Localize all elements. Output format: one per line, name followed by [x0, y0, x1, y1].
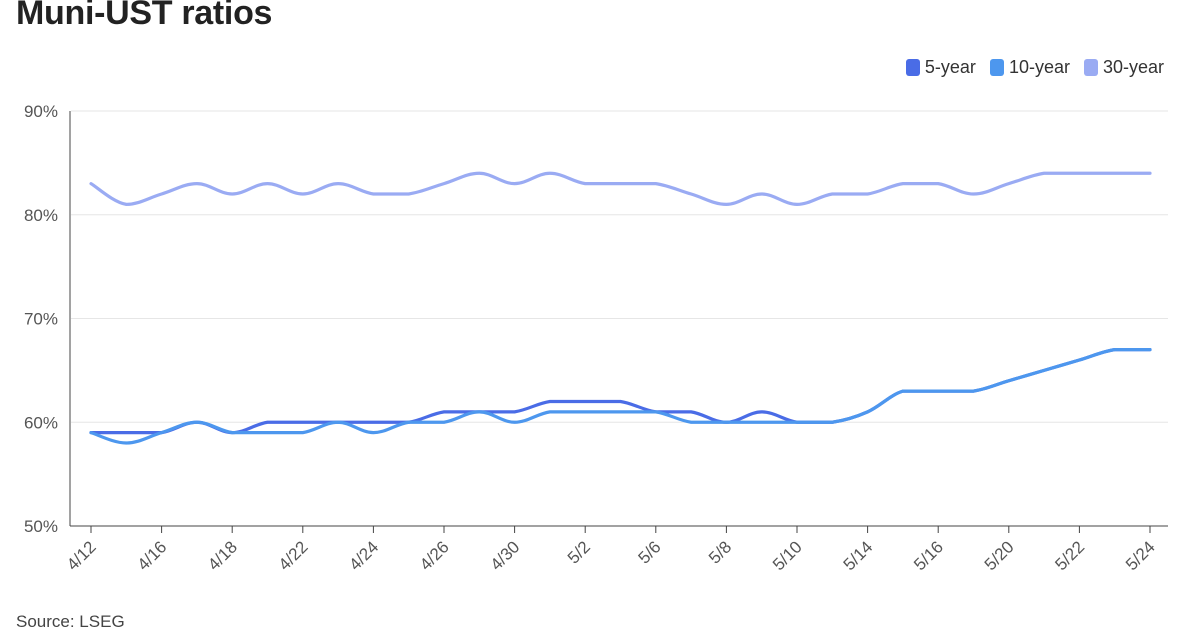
grid-lines	[71, 110, 1168, 423]
x-tick-label: 4/26	[416, 537, 453, 574]
x-tick-label: 5/2	[564, 537, 594, 567]
legend-swatch	[905, 59, 920, 76]
x-tick-label: 5/22	[1051, 537, 1088, 574]
x-tick-label: 5/24	[1122, 537, 1159, 574]
y-tick-label: 50%	[24, 517, 58, 536]
x-tick-label: 5/6	[634, 537, 664, 567]
x-tick-label: 4/22	[275, 537, 312, 574]
x-tick-label: 4/24	[345, 537, 382, 574]
x-tick-label: 5/14	[840, 537, 877, 574]
y-tick-label: 70%	[24, 310, 58, 329]
x-tick-labels: 4/12 4/16 4/18 4/22 4/24 4/26 4/30 5/2 5/6 5/8 5/1…	[63, 526, 1159, 574]
y-tick-label: 90%	[24, 102, 58, 121]
x-tick-label: 4/18	[204, 537, 241, 574]
x-tick-label: 5/20	[981, 537, 1018, 574]
y-tick-label: 80%	[24, 206, 58, 225]
source-note: Source: LSEG	[16, 612, 125, 631]
y-tick-label: 60%	[24, 413, 58, 432]
x-tick-label: 5/16	[910, 537, 947, 574]
x-tick-label: 5/10	[769, 537, 806, 574]
legend-label: 30-year	[1102, 57, 1164, 77]
legend-swatch	[989, 59, 1004, 76]
chart-title: Muni-UST ratios	[16, 0, 273, 32]
x-tick-label: 4/30	[487, 537, 524, 574]
x-tick-label: 4/16	[134, 537, 171, 574]
legend-item-5-year[interactable]: 5-year	[905, 57, 976, 78]
series-line-30-year	[89, 171, 1152, 206]
series-line-5-year	[89, 348, 1152, 435]
x-tick-label: 5/8	[705, 537, 735, 567]
legend: 5-year 10-year 30-year	[905, 57, 1164, 78]
legend-label: 5-year	[924, 57, 976, 77]
legend-label: 10-year	[1008, 57, 1070, 77]
legend-item-30-year[interactable]: 30-year	[1083, 57, 1164, 78]
legend-item-10-year[interactable]: 10-year	[989, 57, 1070, 78]
y-tick-labels: 50% 60% 70% 80% 90%	[24, 102, 58, 536]
series-line-10-year	[89, 348, 1152, 445]
legend-swatch	[1083, 59, 1098, 76]
series-lines	[89, 171, 1152, 445]
axes	[69, 111, 1168, 527]
x-tick-label: 4/12	[63, 537, 100, 574]
